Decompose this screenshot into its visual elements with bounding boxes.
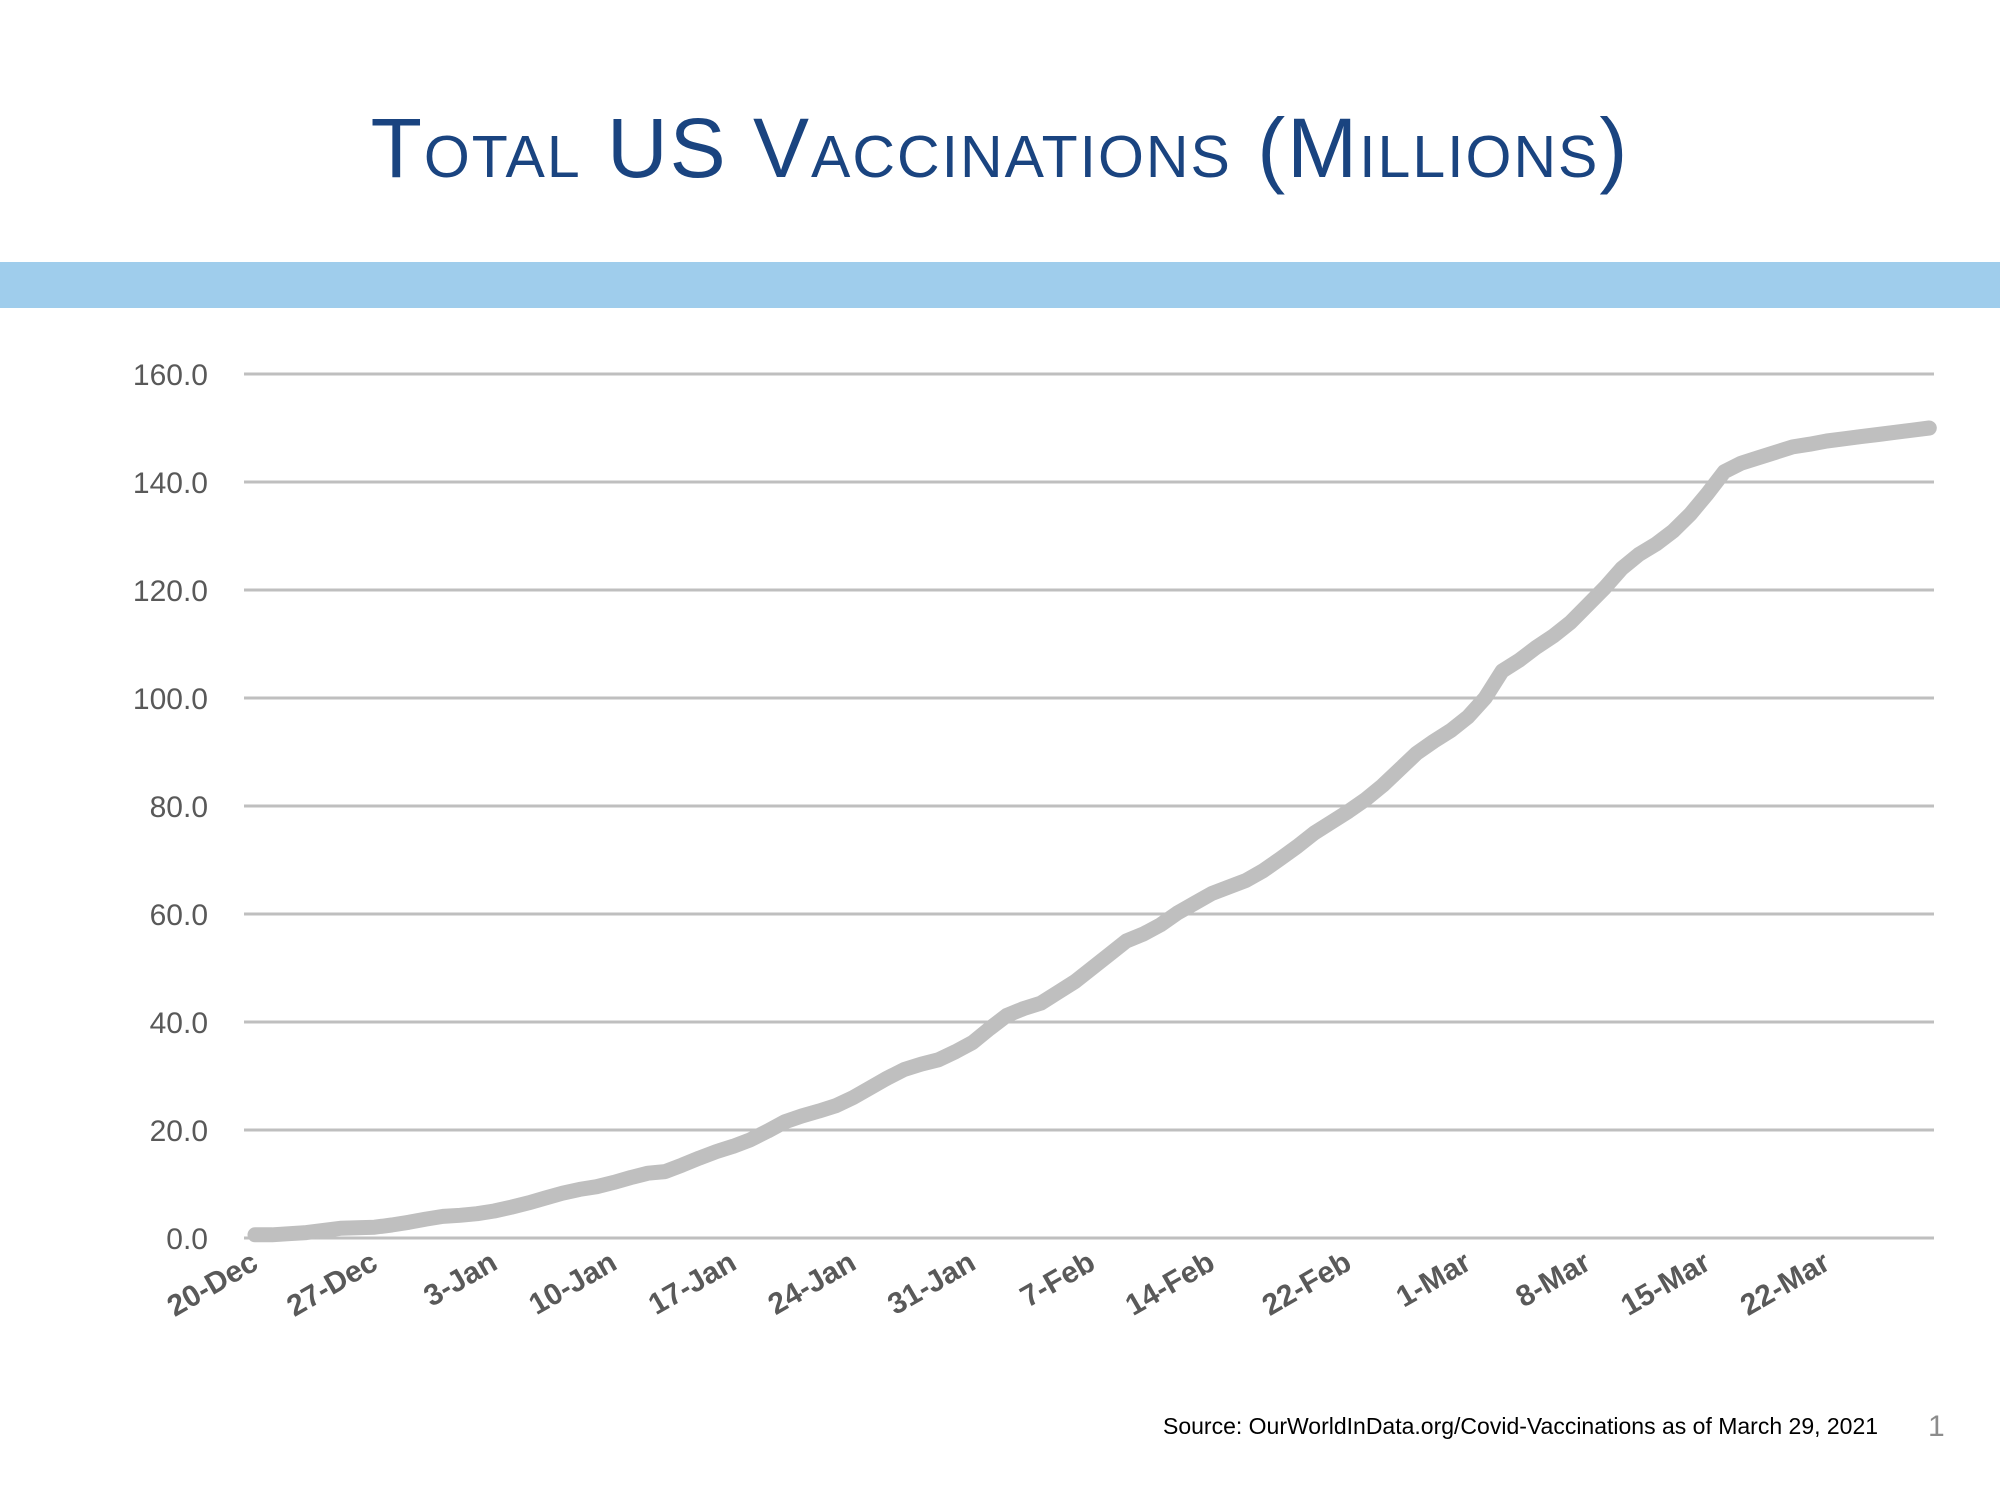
x-tick-label: 1-Mar [1391, 1245, 1477, 1314]
y-tick-label: 160.0 [133, 359, 208, 392]
x-tick-label: 15-Mar [1615, 1245, 1716, 1322]
series-layer [247, 420, 1937, 1243]
y-tick-label: 60.0 [150, 899, 208, 932]
y-tick-label: 120.0 [133, 575, 208, 608]
y-tick-label: 40.0 [150, 1007, 208, 1040]
page-number: 1 [1928, 1410, 1945, 1443]
x-tick-label: 7-Feb [1015, 1245, 1101, 1314]
y-tick-label: 20.0 [150, 1115, 208, 1148]
y-tick-label: 140.0 [133, 467, 208, 500]
slide-title: Total US Vaccinations (Millions) [370, 101, 1630, 195]
series-line-total-vaccinations [247, 420, 1937, 1243]
x-tick-label: 22-Feb [1257, 1245, 1357, 1322]
x-tick-label: 17-Jan [643, 1245, 742, 1321]
y-tick-label: 0.0 [166, 1223, 208, 1256]
x-tick-label: 10-Jan [523, 1245, 622, 1321]
y-tick-label: 100.0 [133, 683, 208, 716]
x-tick-label: 14-Feb [1120, 1245, 1220, 1322]
y-tick-label: 80.0 [150, 791, 208, 824]
source-note: Source: OurWorldInData.org/Covid-Vaccina… [1163, 1413, 1879, 1439]
x-tick-label: 24-Jan [763, 1245, 862, 1321]
x-tick-label: 27-Dec [281, 1245, 383, 1323]
x-tick-label: 31-Jan [882, 1245, 981, 1321]
title-accent-band [0, 262, 2000, 308]
x-tick-label: 3-Jan [418, 1245, 502, 1313]
y-axis-tick-labels: 0.0 20.0 40.0 60.0 80.0 100.0 120.0 140.0 160.0 [133, 359, 208, 1256]
x-tick-label: 8-Mar [1510, 1245, 1596, 1314]
x-tick-label: 20-Dec [162, 1245, 264, 1323]
gridlines [244, 372, 1934, 1240]
x-axis-tick-labels: 20-Dec 27-Dec 3-Jan 10-Jan 17-Jan 24-Jan 31-Ja… [162, 1245, 1836, 1323]
x-tick-label: 22-Mar [1735, 1245, 1836, 1322]
